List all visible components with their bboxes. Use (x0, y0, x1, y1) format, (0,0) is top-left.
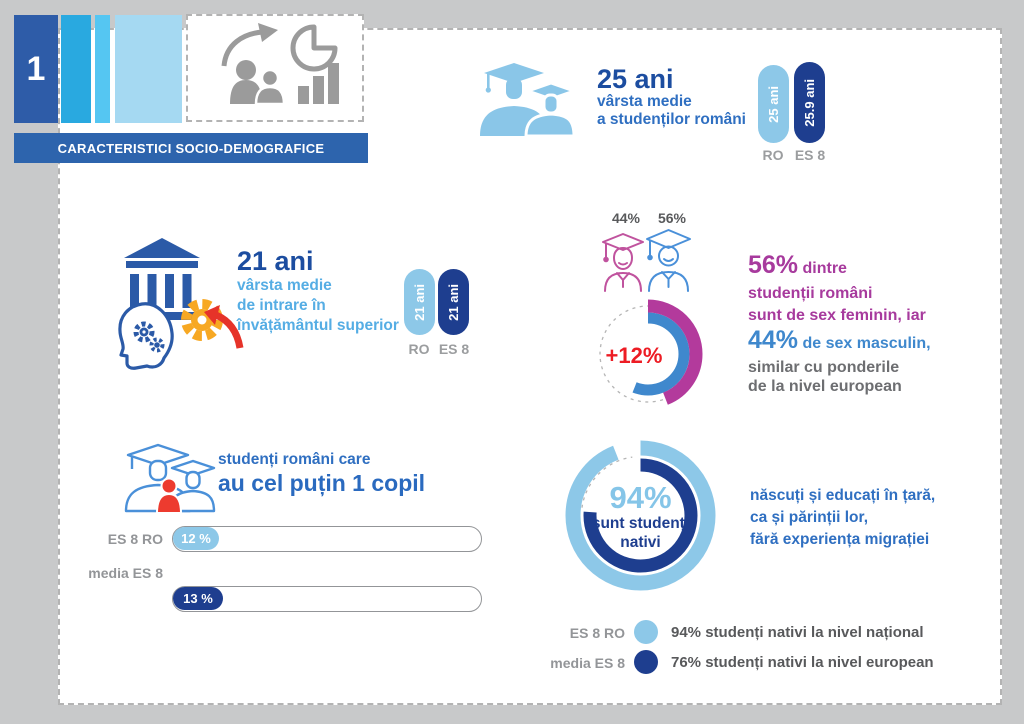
gender-text-block: 56% dintre studenții români sunt de sex … (748, 251, 931, 395)
head-gears-icon (118, 302, 174, 370)
entry-age-title: 21 ani (237, 246, 314, 276)
university-education-icon (118, 238, 244, 370)
natives-text-block: născuți și educați în țară, ca și părinț… (750, 487, 936, 548)
avg-age-label-ro: RO (762, 147, 784, 163)
legend1-dot (634, 620, 658, 644)
children-bar2-label: media ES 8 (88, 565, 163, 581)
entry-age-label-ro: RO (408, 341, 430, 357)
natives-european-arc (583, 458, 698, 573)
avg-age-pill-ro: 25 ani (758, 65, 789, 143)
female-graduate-icon (602, 233, 644, 292)
decor-stripe-3 (115, 15, 182, 123)
natives-donut-center: 94% sunt studenți nativi (563, 481, 718, 552)
legend1-label: ES 8 RO (569, 624, 625, 641)
entry-age-subtitle: vârsta medie de intrare în învățământul … (237, 277, 399, 334)
avg-age-label-es8: ES 8 (794, 147, 826, 163)
analytics-people-chart-icon (221, 23, 339, 106)
pie-chart-icon (290, 24, 338, 72)
children-title-line2: au cel puțin 1 copil (218, 470, 426, 496)
entry-age-pill-ro: 21 ani (404, 269, 435, 335)
legend2-label: media ES 8 (550, 654, 625, 671)
children-bar-es8-fill: 13 % (173, 587, 223, 610)
children-bar-ro-fill: 12 % (173, 527, 219, 550)
female-pct: 56% (748, 251, 799, 279)
graduates-solid-icon (480, 63, 576, 137)
children-bar1-label: ES 8 RO (107, 531, 163, 547)
child-icon (155, 477, 183, 514)
arrow-head (258, 23, 278, 42)
gender-pct-right: 56% (657, 210, 687, 226)
children-bar-es8: 13 % (172, 586, 482, 612)
decor-stripe-2 (95, 15, 110, 123)
bar-chart-icon (298, 63, 339, 104)
legend2-text: 76% studenți nativi la nivel european (671, 654, 934, 671)
legend2-dot (634, 650, 658, 674)
section-title: CARACTERISTICI SOCIO-DEMOGRAFICE (57, 140, 325, 156)
students-with-child-icon (124, 443, 216, 514)
male-graduate-icon (646, 229, 691, 292)
gender-pct-left: 44% (611, 210, 641, 226)
natives-national-arc (565, 440, 716, 591)
section-number-badge: 1 (14, 15, 58, 123)
entry-age-pill-es8: 21 ani (438, 269, 469, 335)
legend1-text: 94% studenți nativi la nivel național (671, 624, 924, 641)
male-pct: 44% (748, 326, 799, 354)
analytics-icon-box (186, 14, 364, 122)
children-title-line1: studenți români care (218, 451, 371, 468)
red-arrow-icon (204, 305, 244, 349)
gender-gap-value: +12% (605, 343, 663, 368)
avg-age-subtitle: vârsta medie a studenților români (597, 93, 746, 128)
dashed-gap-arc (581, 456, 633, 508)
people-icon (230, 60, 286, 106)
female-share-arc (593, 299, 703, 409)
section-title-banner: CARACTERISTICI SOCIO-DEMOGRAFICE (14, 133, 368, 163)
male-share-arc (606, 312, 690, 396)
entry-age-label-es8: ES 8 (438, 341, 470, 357)
natives-pct: 94% (609, 480, 672, 515)
gender-donut-chart (593, 299, 703, 409)
decor-stripe-1 (61, 15, 91, 123)
natives-donut-chart (565, 440, 716, 591)
section-number: 1 (26, 49, 46, 88)
children-bar-ro: 12 % (172, 526, 482, 552)
avg-age-pill-es8: 25.9 ani (794, 62, 825, 143)
avg-age-title: 25 ani (597, 64, 674, 94)
